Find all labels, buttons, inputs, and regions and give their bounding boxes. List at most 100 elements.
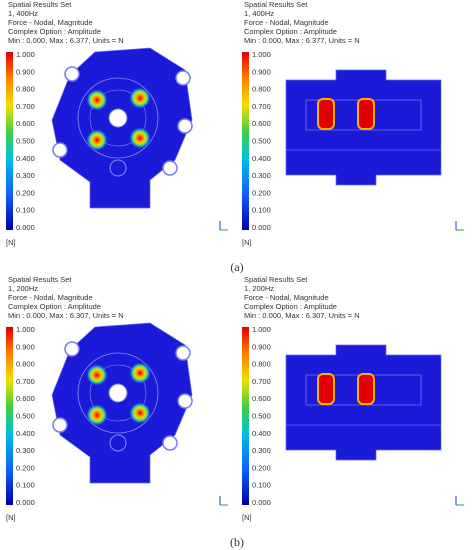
scale-label: 1.000 bbox=[252, 325, 271, 334]
scale-label: 0.600 bbox=[16, 119, 35, 128]
bolt-hole bbox=[177, 118, 193, 134]
scale-label: 0.900 bbox=[252, 67, 271, 76]
scale-label: 0.700 bbox=[252, 377, 271, 386]
scale-label: 0.000 bbox=[252, 223, 271, 232]
bolt-hole bbox=[162, 160, 178, 176]
color-bar bbox=[242, 52, 249, 230]
scale-label: 0.600 bbox=[252, 119, 271, 128]
header-line: Min : 0.000, Max : 6.307, Units = N bbox=[8, 311, 124, 320]
hotspot bbox=[129, 402, 151, 424]
ring bbox=[89, 89, 147, 147]
scale-label: 0.200 bbox=[252, 463, 271, 472]
scale-label: 0.500 bbox=[16, 411, 35, 420]
housing bbox=[51, 322, 193, 484]
scale-label: 0.900 bbox=[16, 342, 35, 351]
caption: (a) bbox=[230, 260, 243, 274]
header-line: 1, 400Hz bbox=[244, 9, 274, 18]
header-line: Complex Option : Amplitude bbox=[244, 27, 337, 36]
bearing bbox=[109, 159, 127, 177]
header-line: 1, 200Hz bbox=[244, 284, 274, 293]
scale-label: 0.300 bbox=[16, 446, 35, 455]
scale-label: 1.000 bbox=[16, 325, 35, 334]
header-line: Spatial Results Set bbox=[8, 0, 72, 9]
scale-label: 0.500 bbox=[252, 411, 271, 420]
scale-label: 0.400 bbox=[252, 429, 271, 438]
hotspot bbox=[129, 362, 151, 384]
hotspot bbox=[357, 98, 375, 130]
housing bbox=[51, 47, 193, 209]
header-line: Spatial Results Set bbox=[244, 0, 308, 9]
scale-label: 0.700 bbox=[252, 102, 271, 111]
scale-label: 0.100 bbox=[16, 206, 35, 215]
header-line: Force - Nodal, Magnitude bbox=[8, 18, 93, 27]
bore bbox=[108, 383, 128, 403]
scale-label: 0.800 bbox=[16, 85, 35, 94]
scale-label: 0.000 bbox=[16, 498, 35, 507]
bolt-hole bbox=[52, 142, 68, 158]
bolt-hole bbox=[64, 66, 80, 82]
bolt-hole bbox=[175, 70, 191, 86]
header-line: Min : 0.000, Max : 6.377, Units = N bbox=[244, 36, 360, 45]
unit-label: [N] bbox=[242, 238, 252, 247]
unit-label: [N] bbox=[6, 513, 16, 522]
scale-label: 0.700 bbox=[16, 377, 35, 386]
header-line: Complex Option : Amplitude bbox=[8, 302, 101, 311]
side-view bbox=[285, 344, 442, 461]
ring bbox=[89, 364, 147, 422]
scale-label: 0.800 bbox=[252, 360, 271, 369]
header-line: Force - Nodal, Magnitude bbox=[8, 293, 93, 302]
header-line: 1, 200Hz bbox=[8, 284, 38, 293]
hotspot bbox=[86, 404, 108, 426]
scale-label: 0.900 bbox=[16, 67, 35, 76]
unit-label: [N] bbox=[6, 238, 16, 247]
scale-label: 0.900 bbox=[252, 342, 271, 351]
header-line: Min : 0.000, Max : 6.377, Units = N bbox=[8, 36, 124, 45]
header-line: Force - Nodal, Magnitude bbox=[244, 293, 329, 302]
front-view bbox=[51, 322, 193, 484]
bolt-hole bbox=[52, 417, 68, 433]
front-view bbox=[51, 47, 193, 209]
bearing bbox=[109, 434, 127, 452]
scale-label: 0.100 bbox=[252, 481, 271, 490]
scale-label: 0.700 bbox=[16, 102, 35, 111]
bolt-hole bbox=[162, 435, 178, 451]
scale-label: 0.100 bbox=[252, 206, 271, 215]
bolt-hole bbox=[64, 341, 80, 357]
scale-label: 0.500 bbox=[16, 136, 35, 145]
side-view bbox=[285, 69, 442, 186]
header-line: Complex Option : Amplitude bbox=[8, 27, 101, 36]
hotspot bbox=[86, 89, 108, 111]
scale-label: 0.400 bbox=[16, 154, 35, 163]
header-line: Force - Nodal, Magnitude bbox=[244, 18, 329, 27]
hotspot bbox=[129, 87, 151, 109]
hotspot bbox=[357, 373, 375, 405]
scale-label: 0.200 bbox=[16, 188, 35, 197]
scale-label: 1.000 bbox=[252, 50, 271, 59]
header-line: 1, 400Hz bbox=[8, 9, 38, 18]
hotspot bbox=[86, 364, 108, 386]
header-line: Min : 0.000, Max : 6.307, Units = N bbox=[244, 311, 360, 320]
scale-label: 0.800 bbox=[252, 85, 271, 94]
scale-label: 0.500 bbox=[252, 136, 271, 145]
hotspot bbox=[129, 127, 151, 149]
color-bar bbox=[6, 52, 13, 230]
scale-label: 0.600 bbox=[252, 394, 271, 403]
scale-label: 0.000 bbox=[252, 498, 271, 507]
header-line: Spatial Results Set bbox=[8, 275, 72, 284]
scale-label: 0.300 bbox=[252, 446, 271, 455]
bolt-hole bbox=[175, 345, 191, 361]
scale-label: 0.200 bbox=[252, 188, 271, 197]
bore bbox=[108, 108, 128, 128]
scale-label: 0.100 bbox=[16, 481, 35, 490]
caption: (b) bbox=[230, 535, 244, 549]
scale-label: 0.200 bbox=[16, 463, 35, 472]
header-line: Complex Option : Amplitude bbox=[244, 302, 337, 311]
color-bar bbox=[242, 327, 249, 505]
header-line: Spatial Results Set bbox=[244, 275, 308, 284]
hotspot bbox=[86, 129, 108, 151]
ring bbox=[77, 352, 159, 434]
